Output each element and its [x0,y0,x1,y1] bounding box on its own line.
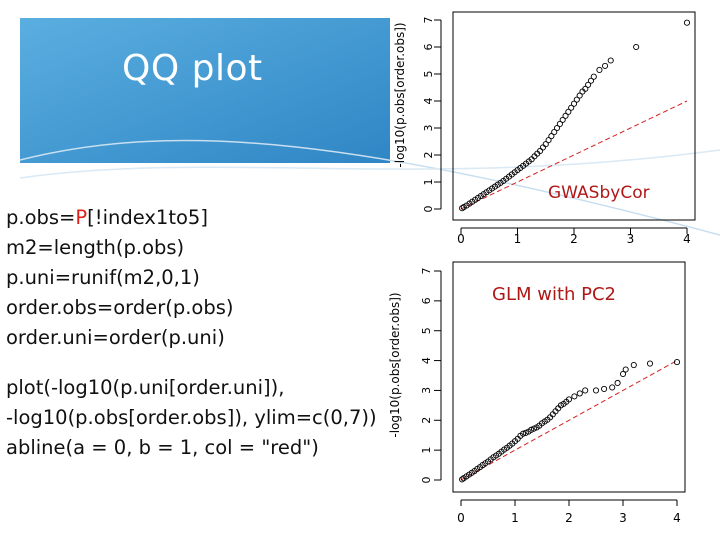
code-line: -log10(p.obs[order.obs]), ylim=c(0,7)) [6,406,377,429]
title-banner [20,18,390,163]
data-point [556,120,563,127]
code-line: abline(a = 0, b = 1, col = "red") [6,436,319,459]
code-line: p.obs=P[!index1to5] [6,206,208,229]
data-point [576,92,583,99]
y-tick-label: 1 [422,179,435,186]
y-tick-label: 7 [422,17,435,24]
data-point [614,379,621,387]
x-tick-label: 3 [619,511,627,525]
data-point [542,141,549,148]
data-point [582,85,589,92]
y-tick-label: 3 [422,125,435,132]
code-highlight: P [75,206,88,229]
data-point [559,116,566,123]
data-point [601,385,608,392]
data-point [633,43,640,51]
data-point [683,19,691,26]
data-point [596,66,603,73]
y-tick-label: 2 [420,417,433,424]
reference-line [460,360,678,481]
x-tick-label: 0 [457,232,465,246]
decorative-swoosh [19,139,720,236]
data-point [551,128,558,136]
data-point [585,81,592,88]
data-point [539,144,546,151]
y-tick-label: 7 [420,268,433,275]
data-point [568,104,575,111]
data-point [565,396,573,403]
code-line: order.obs=order(p.obs) [6,296,234,319]
data-point [673,359,681,366]
slide-title: QQ plot [122,48,263,89]
data-point [570,100,578,107]
y-tick-label: 2 [422,152,435,159]
plot-frame [452,261,686,493]
y-tick-label: 6 [422,44,435,51]
chart-annotation: GLM with PC2 [492,284,616,305]
data-point [554,124,561,132]
x-tick-label: 4 [673,511,681,525]
qq-plot-2: 0 1 2 3 4 5 6 7 0 1 2 3 4 -log10(p.obs[order.obs]) GLM… [388,261,686,525]
data-point [565,108,572,115]
data-point [548,133,555,140]
qq-plot-1: 0 1 2 3 4 5 6 7 0 1 2 3 4 -log10(p.obs[order.obs]) GWA… [393,11,696,246]
data-point [587,77,595,84]
code-line: m2=length(p.obs) [6,236,185,259]
plot-frame [452,11,696,221]
data-point [459,205,466,212]
data-point [607,57,614,64]
data-point [576,390,583,397]
chart-annotation: GWASbyCor [548,183,650,203]
data-point [459,476,466,483]
x-tick-label: 4 [683,232,691,246]
y-tick-label: 4 [420,357,433,364]
data-point [573,96,580,103]
code-line: p.uni=runif(m2,0,1) [6,266,200,289]
y-tick-label: 5 [422,71,435,78]
y-axis-label: -log10(p.obs[order.obs]) [393,22,407,167]
y-tick-label: 0 [420,477,433,484]
data-point [562,112,569,119]
data-point [582,387,589,394]
data-point [630,361,637,369]
data-point [571,393,578,400]
y-tick-label: 5 [420,327,433,334]
code-line: order.uni=order(p.uni) [6,326,225,349]
y-tick-label: 1 [420,447,433,454]
y-tick-label: 3 [420,387,433,394]
y-axis-label: -log10(p.obs[order.obs]) [388,292,402,437]
code-line: plot(-log10(p.uni[order.uni]), [6,376,285,399]
data-point [545,137,552,144]
data-point [609,384,616,391]
y-tick-label: 6 [420,297,433,304]
y-tick-label: 4 [422,98,435,105]
x-tick-label: 1 [511,511,519,525]
reference-line [460,100,688,210]
decorative-swoosh [19,149,720,179]
code-block-1: p.obs=P[!index1to5] m2=length(p.obs) p.u… [6,203,233,353]
data-point [590,73,597,80]
x-tick-label: 0 [457,511,465,525]
x-tick-label: 3 [627,232,635,246]
data-point [646,360,654,367]
x-tick-label: 1 [514,232,522,246]
data-point [592,387,600,394]
data-point [602,62,609,69]
data-point [619,370,627,378]
code-block-2: plot(-log10(p.uni[order.uni]), -log10(p.… [6,373,377,463]
data-point [520,430,527,437]
y-tick-label: 0 [422,206,435,213]
x-tick-label: 2 [570,232,578,246]
data-point [622,366,629,373]
x-tick-label: 2 [565,511,573,525]
